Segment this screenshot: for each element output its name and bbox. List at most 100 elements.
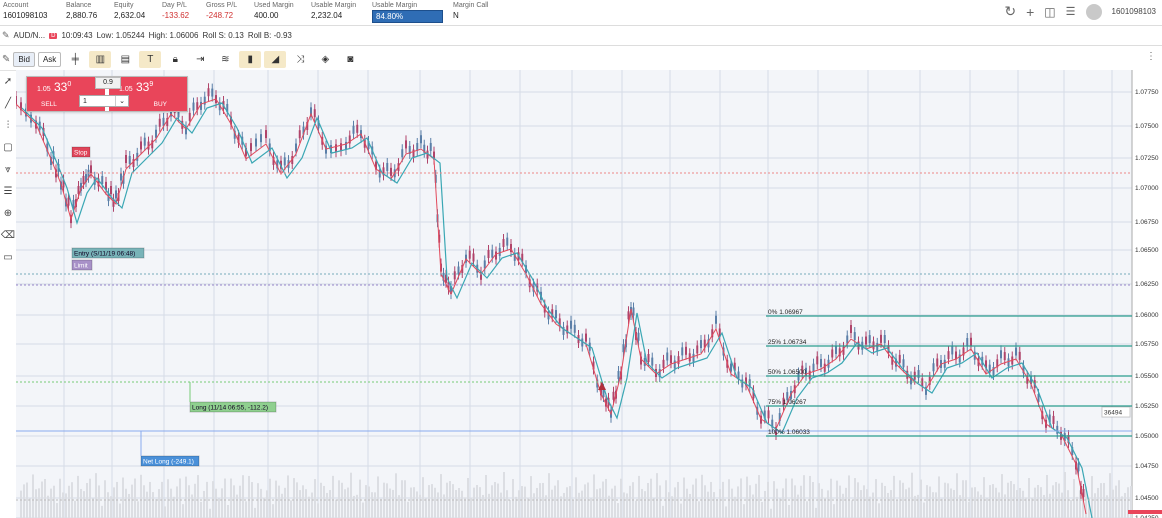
eraser-icon[interactable]: ⌫: [0, 229, 16, 241]
volume-bar: [293, 478, 295, 518]
volume-bar: [308, 496, 310, 518]
candle-body: [521, 253, 524, 262]
account-field-usable-margin: Usable Margin 2,232.04: [311, 1, 356, 21]
candle-body: [480, 271, 482, 280]
volume-bar: [902, 482, 904, 518]
candle-body: [85, 174, 87, 183]
price-chart[interactable]: 1.07750 1.07500 1.07250 1.07000 1.06750 1.065…: [16, 70, 1162, 518]
volume-bar: [464, 497, 466, 518]
channel-tool-icon[interactable]: ⫶: [6, 119, 10, 131]
candle-body: [283, 157, 286, 166]
fib-tool-icon[interactable]: ⩔: [5, 163, 11, 175]
price-axis-label: 1.05250: [1135, 403, 1159, 410]
layout-icon[interactable]: ▤: [120, 54, 131, 65]
volume-bar: [74, 500, 76, 518]
bid-button[interactable]: Bid: [13, 52, 35, 67]
volume-icon[interactable]: ▮: [239, 51, 262, 68]
volume-bar: [1112, 489, 1114, 518]
fib-level-label: 100% 1.06033: [768, 429, 810, 436]
rectangle-tool-icon[interactable]: ▢: [3, 141, 13, 153]
chart-background: [16, 70, 1132, 518]
chevron-down-icon[interactable]: ⌄: [115, 96, 128, 106]
bar-type-icon[interactable]: ▥: [89, 51, 112, 68]
volume-bar: [224, 478, 226, 518]
candle-body: [472, 253, 475, 262]
volume-bar: [1094, 493, 1096, 518]
volume-bar: [506, 490, 508, 518]
buy-button[interactable]: 1.05 339 BUY: [109, 77, 187, 111]
volume-bar: [719, 489, 721, 518]
volume-bar: [965, 480, 967, 518]
candle-body: [876, 342, 879, 351]
volume-bar: [458, 488, 460, 518]
candle-body: [233, 130, 236, 139]
ruler-icon[interactable]: ▭: [3, 251, 13, 263]
symbol-selector[interactable]: AUD/N...: [13, 31, 46, 40]
amount-input[interactable]: 1 ⌄: [79, 95, 129, 107]
volume-bar: [281, 493, 283, 518]
cursor-icon[interactable]: ➚: [3, 75, 13, 87]
price-axis-label: 1.06750: [1135, 219, 1159, 226]
indicators-icon[interactable]: ≋: [221, 54, 230, 65]
draw-pen-icon[interactable]: ✎: [2, 54, 11, 65]
volume-bar: [848, 475, 850, 518]
volume-bar: [515, 496, 517, 518]
volume-bar: [1100, 483, 1102, 518]
volume-bar: [248, 475, 250, 518]
volume-bar: [80, 488, 82, 518]
volume-bar: [101, 505, 103, 518]
candle-body: [50, 156, 52, 165]
lock-icon[interactable]: 🔒︎: [172, 54, 178, 65]
candle-body: [1082, 489, 1085, 498]
candle-body: [192, 102, 195, 111]
candle-body: [348, 135, 351, 144]
list-icon[interactable]: ☰: [1065, 6, 1076, 18]
arrow-right-icon[interactable]: ⇥: [196, 54, 205, 65]
volume-bar: [1061, 492, 1063, 518]
more-icon[interactable]: ⋮: [1146, 51, 1156, 62]
account-field-gross-p-l: Gross P/L -248.72: [206, 1, 237, 21]
avatar[interactable]: [1085, 3, 1102, 20]
volume-bar: [512, 479, 514, 518]
candle-body: [265, 130, 267, 139]
volume-bar: [1106, 495, 1108, 518]
candle-body: [700, 340, 702, 349]
volume-bar: [731, 488, 733, 518]
volume-bar: [167, 479, 169, 518]
layout-toggle-icon[interactable]: ◫: [1044, 4, 1056, 19]
horizontal-lines-icon[interactable]: ☰: [3, 185, 13, 197]
zoom-tool-icon[interactable]: ⊕: [3, 207, 13, 219]
volume-bar: [260, 488, 262, 518]
volume-bar: [728, 479, 730, 518]
area-chart-icon[interactable]: ◢: [264, 51, 287, 68]
pen-icon[interactable]: ✎: [2, 30, 10, 40]
plus-icon[interactable]: +: [1026, 3, 1035, 20]
refresh-icon[interactable]: ↻: [1004, 3, 1017, 19]
day-badge: D: [49, 32, 58, 39]
candlestick-icon[interactable]: ╪: [71, 54, 79, 65]
user-id[interactable]: 1601098103: [1111, 7, 1157, 16]
layers-icon[interactable]: ◈: [321, 54, 330, 65]
compare-icon[interactable]: ⤨: [296, 54, 305, 65]
volume-bar: [203, 490, 205, 518]
volume-bar: [974, 487, 976, 518]
candle-body: [605, 398, 607, 407]
volume-bar: [1127, 487, 1129, 518]
candle-body: [528, 279, 531, 288]
volume-bar: [1115, 485, 1117, 518]
volume-bar: [155, 499, 157, 518]
candle-body: [105, 181, 107, 190]
volume-bar: [185, 476, 187, 518]
candle-body: [681, 347, 684, 356]
candle-body: [77, 185, 80, 194]
entry-tag-bg: [71, 247, 145, 259]
volume-bar: [353, 495, 355, 518]
current-price-marker: [1128, 510, 1162, 514]
volume-bar: [725, 506, 727, 518]
candle-body: [143, 137, 146, 146]
ask-button[interactable]: Ask: [37, 52, 62, 67]
camera-icon[interactable]: ◙: [347, 54, 354, 65]
line-tool-icon[interactable]: ╱: [4, 97, 12, 109]
text-icon[interactable]: T: [139, 51, 162, 68]
volume-bar: [887, 492, 889, 518]
